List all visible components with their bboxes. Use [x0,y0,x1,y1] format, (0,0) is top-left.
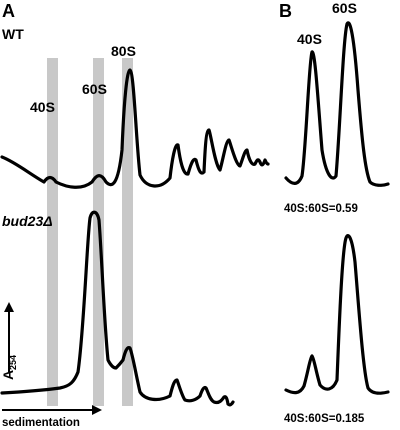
y-axis-label-main: A [0,370,16,380]
ratio-wt: 40S:60S=0.59 [284,203,358,215]
peak-label-40s: 40S [30,99,55,115]
panel-a: A WT 40S 60S 80S bud23Δ A 254 sedimentat… [0,1,270,429]
mutant-trace [0,210,235,407]
peak-label-80s: 80S [111,43,136,59]
panel-a-letter: A [2,1,15,21]
mutant-label: bud23Δ [2,213,53,229]
x-axis-label: sedimentation [2,417,80,429]
b-wt-trace [284,21,390,187]
panel-b: B 40S 60S 40S:60S=0.59 40S:60S=0.185 [279,0,390,425]
peak-label-60s: 60S [82,81,107,97]
panel-b-letter: B [279,1,292,21]
b-peak-label-40s: 40S [297,31,322,47]
band-80s [122,58,133,406]
y-axis-label-subscript: 254 [8,355,18,370]
ratio-mutant: 40S:60S=0.185 [284,413,365,425]
b-mutant-trace [284,233,390,395]
wt-trace [0,68,270,189]
band-40s [47,58,58,406]
b-peak-label-60s: 60S [332,0,357,16]
y-axis-label: A 254 [0,355,18,380]
wt-label: WT [2,26,24,42]
